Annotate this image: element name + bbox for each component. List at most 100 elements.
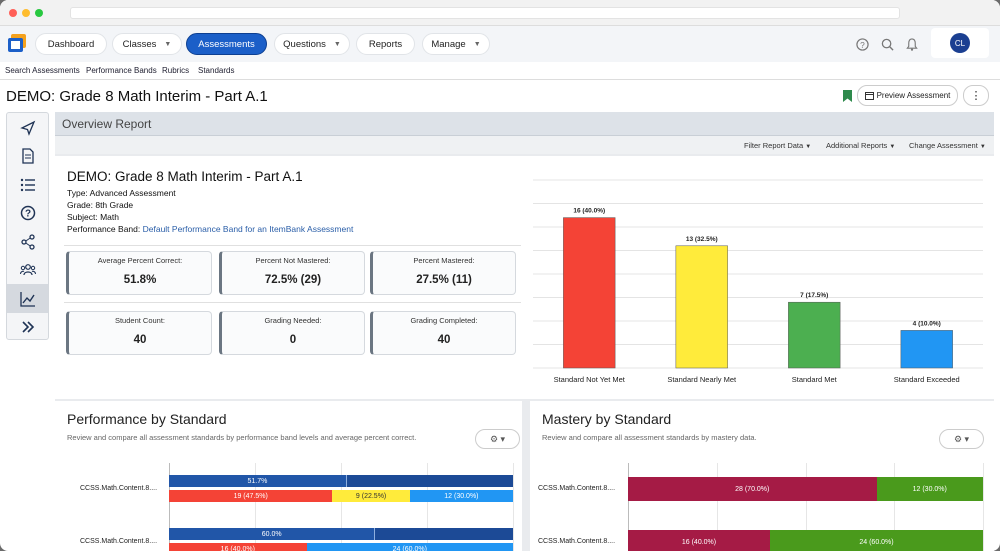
nav-tab-assessments[interactable]: Assessments <box>186 33 267 55</box>
sub-navigation: Search Assessments Performance Bands Rubri… <box>0 62 1000 80</box>
page-header: DEMO: Grade 8 Math Interim - Part A.1 Pr… <box>0 81 1000 111</box>
section-title: Performance by Standard <box>67 411 227 427</box>
chevron-down-icon: ▼ <box>333 40 341 48</box>
overview-title: Overview Report <box>62 117 152 131</box>
nav-tab-label: Reports <box>368 38 403 50</box>
search-icon[interactable] <box>880 37 894 51</box>
data-label: 13 (32.5%) <box>686 236 718 243</box>
filter-label: Additional Reports <box>826 141 888 150</box>
band-segment[interactable]: 19 (47.5%) <box>169 490 333 502</box>
chart-settings-button[interactable]: ⚙ ▾ <box>475 429 520 449</box>
filter-dropdown-change-assessment[interactable]: Change Assessment ▼ <box>909 141 986 150</box>
subnav-link-rubrics[interactable]: Rubrics <box>162 66 190 75</box>
assessment-grade: Grade: 8th Grade <box>67 200 134 210</box>
sidebar-item-navigation[interactable] <box>7 113 48 142</box>
sidebar-item-users[interactable] <box>7 256 48 285</box>
sidebar-item-list[interactable] <box>7 170 48 199</box>
svg-text:?: ? <box>860 39 865 49</box>
assessment-summary-card: DEMO: Grade 8 Math Interim - Part A.1 Ty… <box>55 156 994 399</box>
avg-percent-bar[interactable]: 60.0% <box>169 528 376 540</box>
chevron-down-icon: ▼ <box>473 40 481 48</box>
band-segment[interactable]: 16 (40.0%) <box>169 543 307 551</box>
minimize-window-button[interactable] <box>22 9 30 17</box>
avatar[interactable]: CL <box>950 33 970 53</box>
chart-bar <box>563 217 616 369</box>
page-title: DEMO: Grade 8 Math Interim - Part A.1 <box>6 88 268 105</box>
sidebar-item-expand[interactable] <box>7 313 48 342</box>
chart-settings-button[interactable]: ⚙ ▾ <box>939 429 984 449</box>
preview-assessment-button[interactable]: Preview Assessment <box>857 85 958 106</box>
bookmark-icon[interactable] <box>843 90 852 102</box>
notification-bell-icon[interactable] <box>905 37 919 51</box>
assessment-subject: Subject: Math <box>67 212 119 222</box>
sidebar-item-help[interactable]: ? <box>7 199 48 228</box>
data-label: 16 (40.0%) <box>573 208 605 215</box>
filter-dropdown-additional-reports[interactable]: Additional Reports ▼ <box>826 141 895 150</box>
nav-tab-label: Classes <box>122 38 157 50</box>
chart-icon <box>19 291 35 307</box>
help-icon[interactable]: ? <box>855 37 869 51</box>
band-segment[interactable]: 24 (60.0%) <box>306 543 513 551</box>
standard-label: CCSS.Math.Content.8.... <box>80 485 158 492</box>
band-segment[interactable]: 12 (30.0%) <box>409 490 513 502</box>
stat-label: Percent Not Mastered: <box>255 256 331 265</box>
expand-icon <box>21 321 34 333</box>
window-icon <box>864 91 874 100</box>
subnav-link-performance-bands[interactable]: Performance Bands <box>86 66 157 75</box>
navigation-icon <box>19 120 35 136</box>
divider <box>64 245 521 246</box>
subnav-link-search-assessments[interactable]: Search Assessments <box>5 66 80 75</box>
nav-tab-manage[interactable]: Manage ▼ <box>422 33 490 55</box>
close-window-button[interactable] <box>9 9 17 17</box>
stat-card: Grading Completed: 40 <box>370 311 516 355</box>
standard-label: CCSS.Math.Content.8.... <box>80 538 158 545</box>
more-options-button[interactable]: ⋮ <box>963 85 989 106</box>
users-icon <box>19 264 36 276</box>
browser-titlebar <box>0 0 1000 26</box>
stat-value: 27.5% (11) <box>416 274 472 286</box>
stat-value: 40 <box>437 334 451 346</box>
app-logo-icon[interactable] <box>6 32 28 54</box>
section-subtitle: Review and compare all assessment standa… <box>67 433 417 442</box>
gridline <box>894 463 896 551</box>
gridline <box>513 463 514 551</box>
caret-down-icon: ▼ <box>805 144 812 150</box>
stat-card: Average Percent Correct: 51.8% <box>66 251 212 295</box>
band-segment[interactable]: 16 (40.0%) <box>628 530 770 551</box>
subnav-link-standards[interactable]: Standards <box>198 66 235 75</box>
band-link[interactable]: Default Performance Band for an ItemBank… <box>142 224 354 234</box>
sidebar-item-chart[interactable] <box>7 284 48 313</box>
stat-label: Percent Mastered: <box>413 256 475 265</box>
nav-tab-classes[interactable]: Classes ▼ <box>112 33 182 55</box>
nav-tab-reports[interactable]: Reports <box>356 33 415 55</box>
band-segment[interactable]: 24 (60.0%) <box>770 530 983 551</box>
category-label: Standard Not Yet Met <box>554 375 626 384</box>
nav-tab-label: Manage <box>431 38 466 50</box>
sidebar-item-share[interactable] <box>7 227 48 256</box>
sidebar-item-document[interactable] <box>7 142 48 171</box>
user-menu[interactable]: CL <box>931 28 989 58</box>
nav-tab-dashboard[interactable]: Dashboard <box>35 33 107 55</box>
divider <box>64 302 521 303</box>
nav-tab-questions[interactable]: Questions ▼ <box>274 33 350 55</box>
stat-value: 0 <box>289 334 297 346</box>
assessment-band: Performance Band: Default Performance Ba… <box>67 224 353 234</box>
svg-text:?: ? <box>24 209 30 220</box>
report-filter-bar: Filter Report Data ▼ Additional Reports ▼… <box>55 136 994 154</box>
filter-dropdown-filter-report-data[interactable]: Filter Report Data ▼ <box>744 141 811 150</box>
avg-percent-bar[interactable]: 51.7% <box>169 475 347 487</box>
address-bar[interactable] <box>70 7 900 19</box>
filter-label: Filter Report Data <box>744 141 804 150</box>
stat-label: Grading Completed: <box>410 316 478 325</box>
stat-value: 72.5% (29) <box>264 274 322 286</box>
stat-card: Grading Needed: 0 <box>219 311 365 355</box>
performance-band-chart: 16 (40.0%) Standard Not Yet Met 13 (32.5%)… <box>533 179 983 384</box>
maximize-window-button[interactable] <box>35 9 43 17</box>
assessment-type: Type: Advanced Assessment <box>67 188 176 198</box>
stat-card: Percent Mastered: 27.5% (11) <box>370 251 516 295</box>
band-segment[interactable]: 9 (22.5%) <box>332 490 410 502</box>
band-segment[interactable]: 28 (70.0%) <box>628 477 877 501</box>
nav-tab-label: Questions <box>283 38 326 50</box>
band-segment[interactable]: 12 (30.0%) <box>876 477 983 501</box>
